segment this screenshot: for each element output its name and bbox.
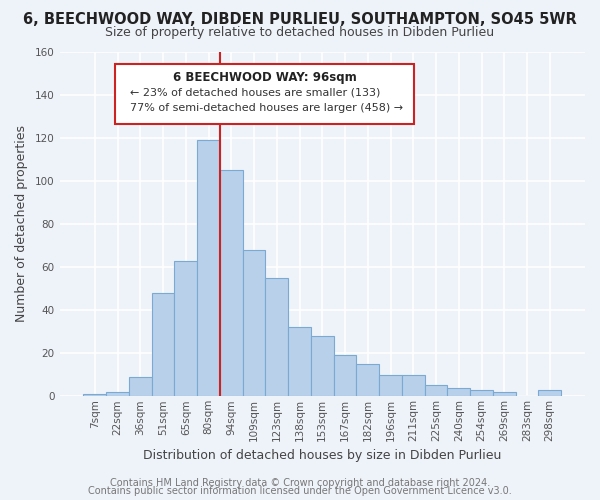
Bar (379, 374, 402, 396)
X-axis label: Distribution of detached houses by size in Dibden Purlieu: Distribution of detached houses by size … (143, 450, 502, 462)
Bar (493, 392, 515, 396)
Text: 77% of semi-detached houses are larger (458) →: 77% of semi-detached houses are larger (… (130, 102, 404, 113)
FancyBboxPatch shape (115, 64, 414, 124)
Bar (265, 278, 288, 396)
Bar (152, 293, 175, 397)
Text: Contains HM Land Registry data © Crown copyright and database right 2024.: Contains HM Land Registry data © Crown c… (110, 478, 490, 488)
Bar (356, 364, 379, 396)
Text: ← 23% of detached houses are smaller (133): ← 23% of detached houses are smaller (13… (130, 88, 381, 98)
Bar (175, 260, 197, 396)
Y-axis label: Number of detached properties: Number of detached properties (15, 126, 28, 322)
Text: Contains public sector information licensed under the Open Government Licence v3: Contains public sector information licen… (88, 486, 512, 496)
Bar (106, 392, 129, 396)
Bar (288, 328, 311, 396)
Text: 6, BEECHWOOD WAY, DIBDEN PURLIEU, SOUTHAMPTON, SO45 5WR: 6, BEECHWOOD WAY, DIBDEN PURLIEU, SOUTHA… (23, 12, 577, 28)
Bar (129, 377, 152, 396)
Bar (334, 356, 356, 397)
Bar (470, 390, 493, 396)
Bar (448, 388, 470, 396)
Bar (402, 374, 425, 396)
Bar (538, 390, 561, 396)
Bar (425, 386, 448, 396)
Text: 6 BEECHWOOD WAY: 96sqm: 6 BEECHWOOD WAY: 96sqm (173, 72, 356, 85)
Bar (242, 250, 265, 396)
Bar (220, 170, 242, 396)
Text: Size of property relative to detached houses in Dibden Purlieu: Size of property relative to detached ho… (106, 26, 494, 39)
Bar (311, 336, 334, 396)
Bar (83, 394, 106, 396)
Bar (197, 140, 220, 396)
